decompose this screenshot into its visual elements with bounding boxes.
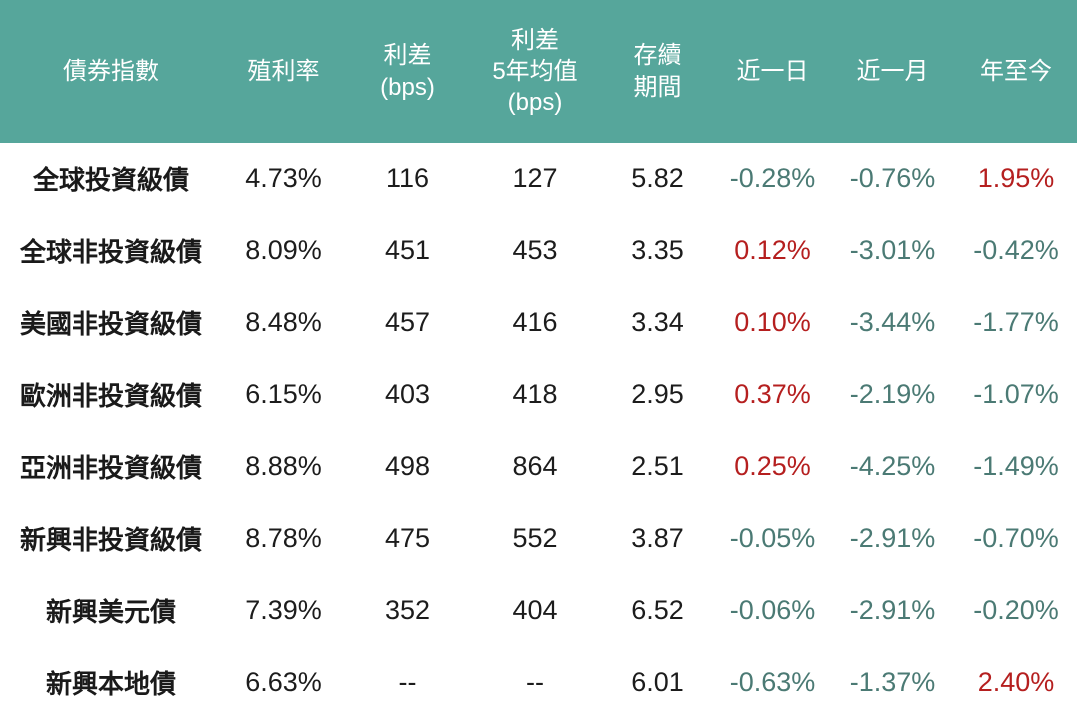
cell-spread-5y-avg-bps: 416 (512, 307, 558, 338)
cell-change-1d: -0.63% (729, 666, 816, 697)
cell-change-ytd: 2.40% (977, 666, 1055, 697)
cell-change-1d: -0.05% (729, 522, 816, 553)
cell-change-1d: -0.06% (729, 594, 816, 625)
header-row: 債券指數 殖利率 利差 (bps) 利差 5年均值 (bps) 存續 期間 近一日 近一月年… (0, 0, 1077, 143)
cell-duration: 5.82 (631, 163, 684, 194)
table-row: 美國非投資級債 8.48% 457 416 3.34 0.10% -3.44% -1.77% (0, 287, 1077, 359)
cell-spread-5y-avg-bps: 127 (512, 163, 558, 194)
cell-spread-bps: 498 (384, 450, 431, 481)
cell-change-1d: 0.25% (734, 450, 811, 481)
cell-duration: 6.52 (631, 594, 684, 625)
table-body: 全球投資級債 4.73% 116 127 5.82 -0.28% -0.76% 1.95% 全球… (0, 143, 1077, 718)
cell-spread-bps: 475 (384, 522, 431, 553)
cell-change-ytd: -0.20% (973, 594, 1059, 625)
header-cell-spread-bps: 利差 (bps) (345, 0, 470, 143)
cell-duration: 3.35 (631, 235, 684, 266)
cell-change-1d: 0.10% (734, 307, 811, 338)
cell-spread-bps: 451 (384, 235, 431, 266)
cell-spread-5y-avg-bps: 404 (512, 594, 558, 625)
cell-spread-bps: 403 (384, 379, 431, 410)
cell-yield: 4.73% (245, 163, 322, 194)
cell-change-ytd: 1.95% (977, 163, 1055, 194)
cell-change-ytd: -1.07% (973, 379, 1059, 410)
cell-duration: 3.34 (631, 307, 684, 338)
cell-duration: 2.51 (631, 450, 684, 481)
cell-spread-5y-avg-bps: 864 (512, 450, 558, 481)
cell-change-1m: -4.25% (849, 450, 936, 481)
cell-duration: 3.87 (631, 522, 684, 553)
cell-spread-5y-avg-bps: 418 (512, 379, 558, 410)
cell-yield: 8.88% (245, 450, 322, 481)
cell-spread-bps: 457 (384, 307, 431, 338)
cell-change-1m: -1.37% (849, 666, 936, 697)
cell-spread-bps: -- (398, 666, 417, 697)
cell-change-1m: -0.76% (849, 163, 936, 194)
row-label: 亞洲非投資級債 (19, 452, 202, 483)
cell-change-ytd: -1.77% (973, 307, 1059, 338)
header-cell-spread-5y-avg-bps: 利差 5年均值 (bps) (470, 0, 600, 143)
cell-yield: 8.48% (245, 307, 322, 338)
cell-change-ytd: -0.70% (973, 522, 1059, 553)
header-cell-change-1d: 近一日 (715, 0, 830, 143)
cell-change-1d: 0.37% (734, 379, 811, 410)
cell-change-1m: -2.19% (849, 379, 936, 410)
header-cell-duration: 存續 期間 (600, 0, 715, 143)
table-row: 歐洲非投資級債 6.15% 403 418 2.95 0.37% -2.19% -1.07% (0, 359, 1077, 431)
table-header: 債券指數 殖利率 利差 (bps) 利差 5年均值 (bps) 存續 期間 近一日 近一月年… (0, 0, 1077, 143)
cell-yield: 6.63% (245, 666, 322, 697)
table-row: 全球投資級債 4.73% 116 127 5.82 -0.28% -0.76% 1.95% (0, 143, 1077, 215)
row-label: 全球投資級債 (32, 165, 189, 196)
cell-spread-bps: 352 (384, 594, 431, 625)
cell-spread-5y-avg-bps: 552 (512, 522, 558, 553)
cell-change-1m: -3.44% (849, 307, 936, 338)
table-row: 新興本地債 6.63% -- -- 6.01 -0.63% -1.37% 2.40% (0, 646, 1077, 718)
cell-change-1d: -0.28% (729, 163, 816, 194)
cell-yield: 8.09% (245, 235, 322, 266)
table-row: 新興美元債 7.39% 352 404 6.52 -0.06% -2.91% -0.20% (0, 574, 1077, 646)
cell-spread-5y-avg-bps: 453 (512, 235, 558, 266)
table-row: 全球非投資級債 8.09% 451 453 3.35 0.12% -3.01% -0.42% (0, 215, 1077, 287)
cell-yield: 8.78% (245, 522, 322, 553)
cell-change-1m: -2.91% (849, 594, 936, 625)
cell-duration: 2.95 (631, 379, 684, 410)
header-cell-change-ytd: 年至今 (955, 0, 1077, 143)
table-row: 新興非投資級債 8.78% 475 552 3.87 -0.05% -2.91% -0.70% (0, 502, 1077, 574)
cell-change-1m: -2.91% (849, 522, 936, 553)
table-row: 亞洲非投資級債 8.88% 498 864 2.51 0.25% -4.25% -1.49% (0, 431, 1077, 503)
row-label: 美國非投資級債 (19, 309, 202, 340)
header-cell-yield: 殖利率 (222, 0, 345, 143)
cell-spread-5y-avg-bps: -- (526, 666, 544, 697)
header-cell-change-1m: 近一月 (830, 0, 955, 143)
cell-change-1m: -3.01% (849, 235, 936, 266)
row-label: 歐洲非投資級債 (19, 381, 202, 412)
cell-yield: 7.39% (245, 594, 322, 625)
row-label: 新興非投資級債 (19, 524, 202, 555)
cell-duration: 6.01 (631, 666, 684, 697)
cell-yield: 6.15% (245, 379, 322, 410)
row-label: 新興本地債 (45, 668, 176, 699)
row-label: 全球非投資級債 (19, 237, 202, 268)
cell-change-1d: 0.12% (734, 235, 811, 266)
cell-spread-bps: 116 (385, 163, 430, 194)
header-cell-bond-index: 債券指數 (0, 0, 222, 143)
cell-change-ytd: -0.42% (973, 235, 1059, 266)
row-label: 新興美元債 (45, 596, 176, 627)
cell-change-ytd: -1.49% (973, 450, 1059, 481)
